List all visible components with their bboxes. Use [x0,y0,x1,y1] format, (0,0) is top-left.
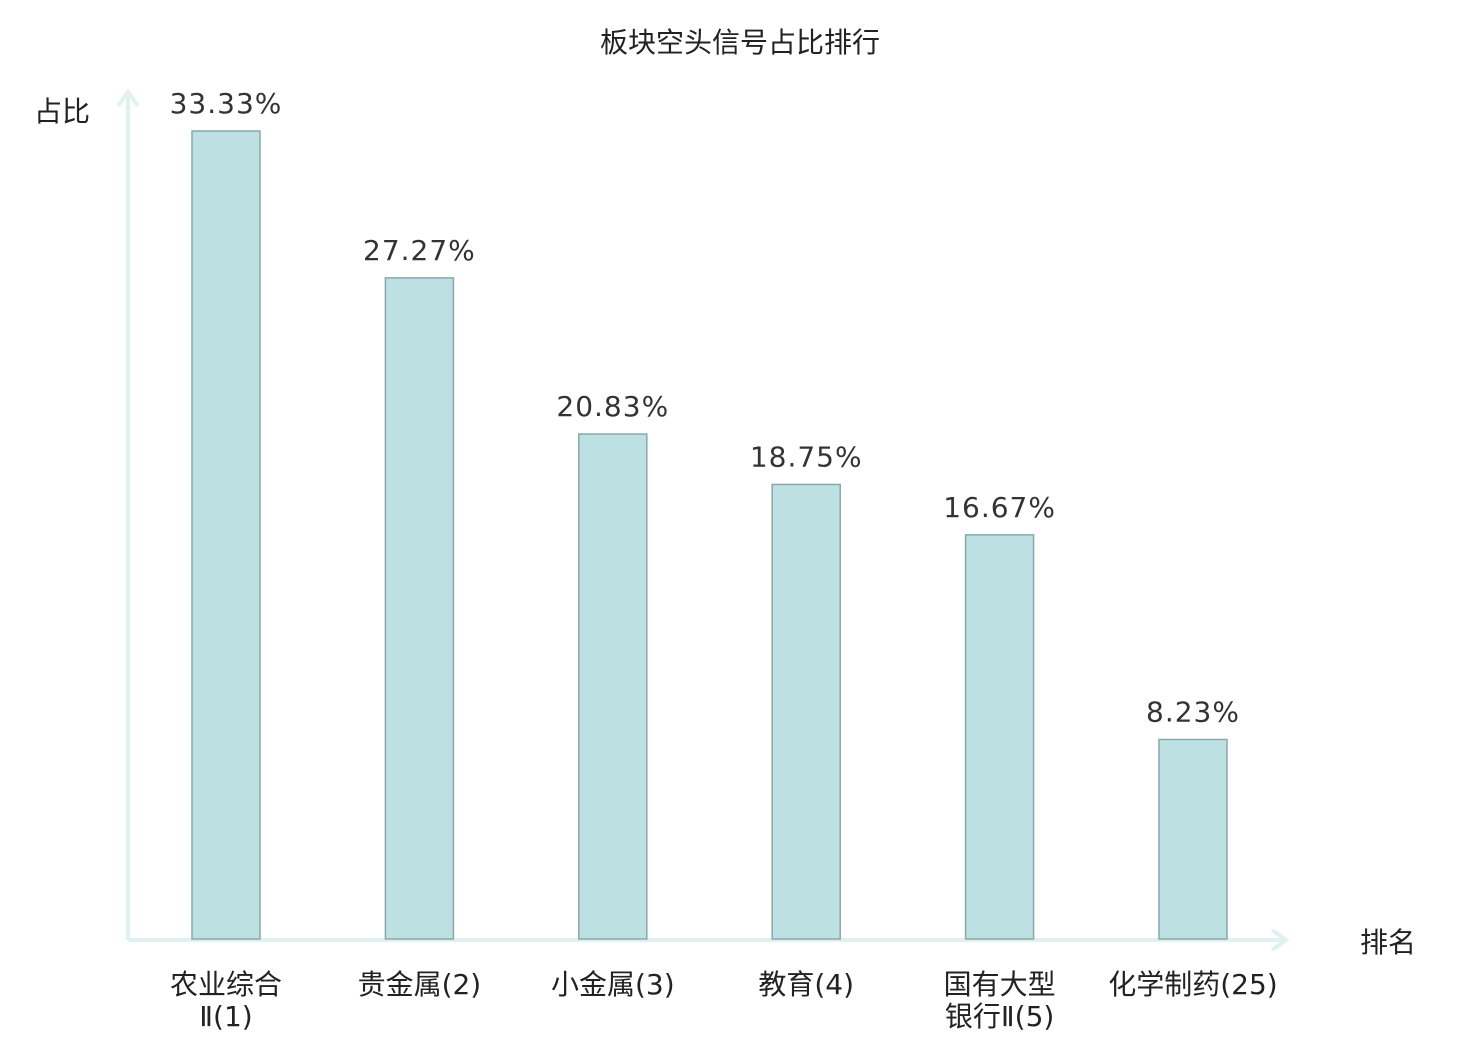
bar-1 [191,130,261,940]
category-label-2: 贵金属(2) [358,968,482,1001]
value-label-4: 18.75% [750,440,863,473]
chart-title: 板块空头信号占比排行 [600,26,880,59]
bar-5 [964,534,1035,940]
value-label-1: 33.33% [170,87,283,120]
bars [191,130,1228,940]
bar-4 [771,483,841,940]
bar-6 [1158,738,1228,940]
x-axis-arrow [1270,928,1290,952]
x-axis-label: 排名 [1360,926,1416,959]
category-label-line: 国有大型 [944,968,1056,1001]
category-label-1: 农业综合 Ⅱ(1) [170,968,282,1033]
value-label-6: 8.23% [1146,695,1240,728]
y-axis-label: 占比 [34,95,90,128]
category-label-3: 小金属(3) [551,968,675,1001]
value-label-3: 20.83% [556,390,669,423]
category-label-line: 教育(4) [758,968,854,1001]
category-label-6: 化学制药(25) [1108,968,1277,1001]
category-label-4: 教育(4) [758,968,854,1001]
y-axis-arrow [116,88,140,108]
category-label-5: 国有大型银行Ⅱ(5) [944,968,1056,1033]
category-label-line: 农业综合 [170,968,282,1001]
value-label-2: 27.27% [363,234,476,267]
bar-2 [384,277,455,940]
category-labels: 农业综合 Ⅱ(1) 贵金属(2) 小金属(3) 教育(4) 国有大型银行Ⅱ(5) 化学制药(… [170,968,1278,1033]
value-label-5: 16.67% [943,491,1056,524]
category-label-line: 银行Ⅱ(5) [945,1000,1054,1033]
category-label-line: 贵金属(2) [358,968,482,1001]
value-labels: 33.33% 27.27% 20.83% 18.75% 16.67% 8.23% [170,87,1240,728]
category-label-line: 化学制药(25) [1108,968,1277,1001]
category-label-line: 小金属(3) [551,968,675,1001]
bar-3 [578,433,648,940]
category-label-line: Ⅱ(1) [199,1000,252,1033]
